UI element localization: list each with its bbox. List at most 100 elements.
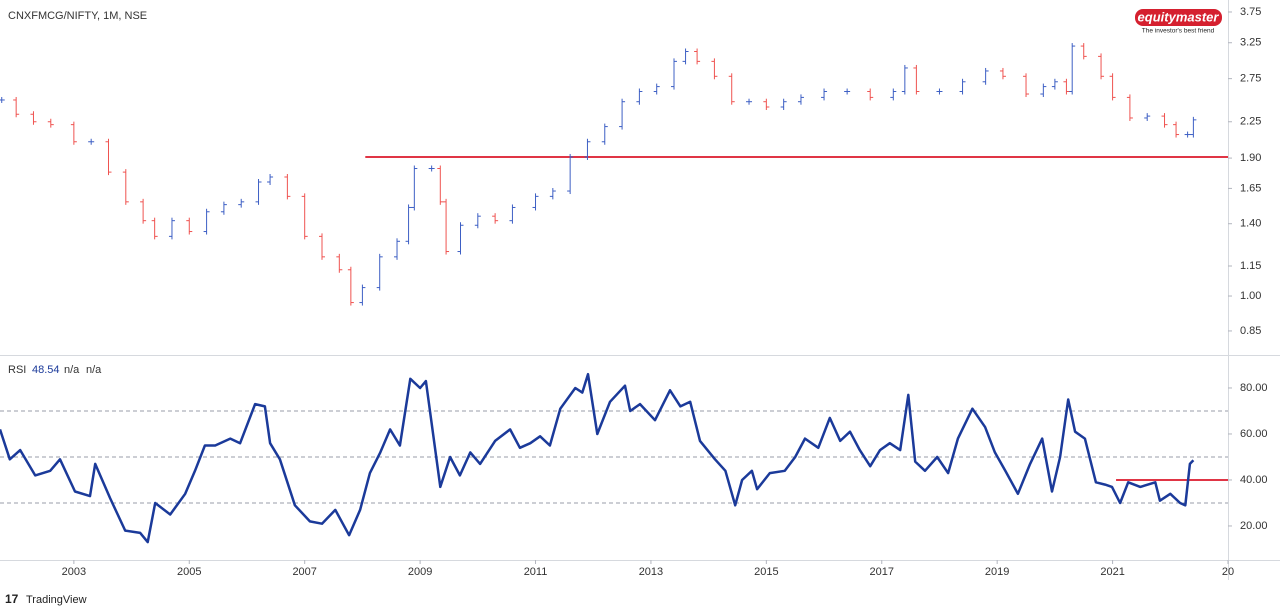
y-tick-label: 2.25 xyxy=(1240,116,1261,128)
price-bar xyxy=(509,204,516,224)
price-bar xyxy=(428,165,435,172)
y-tick-label: 1.65 xyxy=(1240,182,1261,194)
price-bar xyxy=(203,208,210,235)
rsi-legend-na: n/a xyxy=(64,364,80,376)
price-bar xyxy=(105,138,112,176)
price-bar xyxy=(797,94,804,105)
price-bar xyxy=(238,198,245,208)
price-bar xyxy=(653,83,660,95)
price-bar xyxy=(821,88,828,101)
price-bar xyxy=(88,138,95,145)
x-tick-label: 2005 xyxy=(177,566,201,578)
price-bar xyxy=(1080,43,1087,60)
price-bar xyxy=(584,138,591,160)
x-tick-label: 2003 xyxy=(62,566,86,578)
price-bar xyxy=(1069,43,1076,95)
y-tick-label: 60.00 xyxy=(1240,428,1268,440)
y-tick-label: 2.75 xyxy=(1240,73,1261,85)
price-bar xyxy=(549,188,556,200)
price-bar xyxy=(122,169,129,205)
price-bar xyxy=(405,204,412,245)
price-bar xyxy=(319,233,326,260)
price-bar xyxy=(220,201,227,215)
x-tick-label: 2009 xyxy=(408,566,432,578)
price-bar xyxy=(763,98,770,110)
price-bar xyxy=(936,88,943,95)
price-bar xyxy=(70,121,77,145)
price-bar xyxy=(168,217,175,240)
price-bar xyxy=(532,193,539,211)
x-tick-label: 2017 xyxy=(870,566,894,578)
y-tick-label: 1.00 xyxy=(1240,290,1261,302)
price-bar xyxy=(1051,78,1058,90)
price-bar xyxy=(347,266,354,306)
price-bar xyxy=(1023,73,1030,98)
price-legend: CNXFMCG/NIFTY, 1M, NSE xyxy=(8,10,147,22)
price-bar xyxy=(437,165,444,205)
rsi-line xyxy=(0,372,1195,544)
price-bar xyxy=(711,58,718,80)
price-bar xyxy=(151,217,158,240)
price-bar xyxy=(47,118,54,128)
price-bar xyxy=(867,88,874,101)
price-bar xyxy=(619,98,626,130)
price-bar xyxy=(13,96,20,118)
price-bar xyxy=(411,165,418,211)
price-bar xyxy=(267,173,274,185)
rsi-legend-name: RSI xyxy=(8,364,26,376)
x-tick-label: 2011 xyxy=(524,566,548,578)
price-bar xyxy=(1126,94,1133,121)
price-bar xyxy=(959,78,966,95)
rsi-legend-na: n/a xyxy=(86,364,102,376)
price-bar xyxy=(1161,113,1168,128)
price-bar xyxy=(999,67,1006,80)
price-bar xyxy=(186,217,193,235)
price-bar xyxy=(1173,121,1180,138)
price-bar xyxy=(844,88,851,95)
price-bar xyxy=(301,193,308,240)
logo: equitymaster xyxy=(1138,9,1220,24)
price-bar xyxy=(284,173,291,200)
footer-icon: 17 xyxy=(5,592,19,606)
y-tick-label: 0.85 xyxy=(1240,325,1261,337)
price-bar xyxy=(1040,83,1047,98)
price-bar xyxy=(359,284,366,306)
price-bar xyxy=(1184,131,1191,138)
y-tick-label: 80.00 xyxy=(1240,382,1268,394)
price-bar xyxy=(636,88,643,105)
price-bar xyxy=(394,238,401,260)
x-tick-label: 2007 xyxy=(292,566,316,578)
price-bar xyxy=(567,153,574,195)
price-bar xyxy=(255,178,262,205)
price-bar xyxy=(671,58,678,90)
price-bar xyxy=(746,98,753,105)
x-tick-label: 2021 xyxy=(1100,566,1124,578)
price-bar xyxy=(682,48,689,65)
y-tick-label: 40.00 xyxy=(1240,474,1268,486)
price-bar xyxy=(901,64,908,95)
price-bar xyxy=(780,98,787,110)
y-tick-label: 3.75 xyxy=(1240,6,1261,18)
price-bar xyxy=(443,198,450,255)
price-bar xyxy=(30,111,37,125)
y-tick-label: 1.15 xyxy=(1240,260,1261,272)
rsi-legend-value: 48.54 xyxy=(32,364,60,376)
price-bar xyxy=(1190,116,1197,138)
logo-badge xyxy=(1135,9,1222,26)
price-bar xyxy=(1063,78,1070,95)
price-bar xyxy=(728,73,735,105)
y-tick-label: 3.25 xyxy=(1240,37,1261,49)
price-bar xyxy=(457,222,464,255)
y-tick-label: 20.00 xyxy=(1240,520,1268,532)
y-tick-label: 1.40 xyxy=(1240,218,1261,230)
price-bar xyxy=(492,213,499,224)
price-bar xyxy=(601,123,608,145)
x-tick-label: 2019 xyxy=(985,566,1009,578)
tagline: The investor's best friend xyxy=(1142,28,1215,35)
footer: TradingView xyxy=(26,594,87,606)
price-bar xyxy=(0,96,5,103)
y-tick-label: 1.90 xyxy=(1240,152,1261,164)
